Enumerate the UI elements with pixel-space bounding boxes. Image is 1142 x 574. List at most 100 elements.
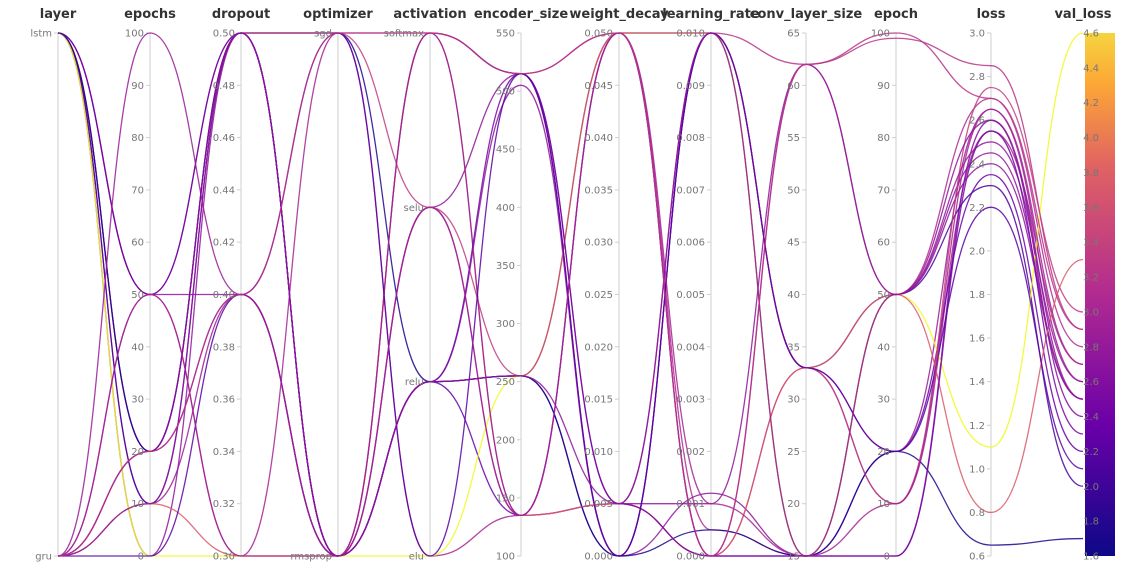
tick-label-val_loss: 4.6 (1083, 29, 1099, 40)
tick-label-loss: 2.4 (969, 159, 985, 170)
axis-title-layer: layer (40, 7, 77, 22)
tick-label-dropout: 0.38 (213, 342, 235, 353)
tick-label-learning_rate: 0.003 (676, 395, 705, 406)
tick-label-val_loss: 4.4 (1083, 63, 1099, 74)
tick-label-weight_decay: 0.035 (584, 185, 613, 196)
tick-label-weight_decay: 0.005 (584, 499, 613, 510)
tick-label-conv_layer_size: 60 (787, 81, 800, 92)
tick-label-weight_decay: 0.015 (584, 395, 613, 406)
tick-label-dropout: 0.48 (213, 81, 235, 92)
tick-label-epoch: 100 (871, 29, 890, 40)
tick-label-loss: 1.4 (969, 377, 985, 388)
run-line-1 (57, 32, 1084, 331)
tick-label-encoder_size: 400 (496, 203, 515, 214)
tick-label-conv_layer_size: 20 (787, 499, 800, 510)
tick-label-val_loss: 3.0 (1083, 307, 1099, 318)
tick-label-weight_decay: 0.050 (584, 29, 613, 40)
tick-label-conv_layer_size: 35 (787, 342, 800, 353)
tick-label-epochs: 30 (131, 395, 144, 406)
tick-label-encoder_size: 200 (496, 435, 515, 446)
tick-label-layer: lstm (30, 29, 52, 40)
tick-label-weight_decay: 0.020 (584, 342, 613, 353)
tick-label-learning_rate: 0.000 (676, 552, 705, 563)
tick-label-loss: 2.0 (969, 246, 985, 257)
tick-label-epoch: 40 (877, 342, 890, 353)
tick-label-val_loss: 1.6 (1083, 552, 1099, 563)
tick-label-dropout: 0.42 (213, 238, 235, 249)
tick-label-loss: 0.6 (969, 552, 985, 563)
tick-label-val_loss: 1.8 (1083, 517, 1099, 528)
tick-label-loss: 1.2 (969, 421, 985, 432)
tick-label-learning_rate: 0.010 (676, 29, 705, 40)
tick-label-encoder_size: 300 (496, 319, 515, 330)
tick-label-encoder_size: 450 (496, 145, 515, 156)
tick-label-learning_rate: 0.009 (676, 81, 705, 92)
tick-label-val_loss: 4.2 (1083, 98, 1099, 109)
tick-label-val_loss: 4.0 (1083, 133, 1099, 144)
tick-label-loss: 0.8 (969, 508, 985, 519)
axis-title-loss: loss (977, 7, 1006, 22)
run-line-18 (57, 32, 1084, 557)
tick-label-epochs: 90 (131, 81, 144, 92)
tick-label-epochs: 20 (131, 447, 144, 458)
axis-title-val_loss: val_loss (1054, 7, 1111, 22)
tick-label-conv_layer_size: 25 (787, 447, 800, 458)
tick-label-val_loss: 3.6 (1083, 203, 1099, 214)
run-line-17 (57, 32, 1084, 557)
tick-label-val_loss: 2.2 (1083, 447, 1099, 458)
tick-label-epoch: 50 (877, 290, 890, 301)
tick-label-epochs: 50 (131, 290, 144, 301)
tick-label-loss: 1.6 (969, 334, 985, 345)
tick-label-loss: 2.6 (969, 116, 985, 127)
tick-label-loss: 2.2 (969, 203, 985, 214)
axis-title-epochs: epochs (124, 7, 176, 22)
tick-label-dropout: 0.50 (213, 29, 235, 40)
tick-label-epochs: 80 (131, 133, 144, 144)
tick-label-loss: 2.8 (969, 72, 985, 83)
tick-label-dropout: 0.30 (213, 552, 235, 563)
axis-title-conv_layer_size: conv_layer_size (750, 7, 863, 22)
tick-label-val_loss: 2.4 (1083, 412, 1099, 423)
tick-label-loss: 1.0 (969, 464, 985, 475)
tick-label-weight_decay: 0.040 (584, 133, 613, 144)
tick-label-epoch: 10 (877, 499, 890, 510)
tick-label-epoch: 90 (877, 81, 890, 92)
tick-label-epoch: 0 (884, 552, 890, 563)
tick-label-epochs: 70 (131, 185, 144, 196)
tick-label-activation: relu (405, 377, 424, 388)
tick-label-encoder_size: 350 (496, 261, 515, 272)
tick-label-optimizer: sgd (314, 29, 332, 40)
tick-label-conv_layer_size: 65 (787, 29, 800, 40)
tick-label-val_loss: 3.2 (1083, 273, 1099, 284)
tick-label-encoder_size: 500 (496, 87, 515, 98)
tick-label-conv_layer_size: 50 (787, 185, 800, 196)
val-loss-colorbar (1085, 33, 1115, 556)
tick-label-epoch: 60 (877, 238, 890, 249)
axis-title-learning_rate: learning_rate (662, 7, 760, 22)
tick-label-epoch: 30 (877, 395, 890, 406)
tick-label-epoch: 70 (877, 185, 890, 196)
axis-title-optimizer: optimizer (303, 7, 373, 22)
axis-title-encoder_size: encoder_size (474, 7, 569, 22)
tick-label-loss: 1.8 (969, 290, 985, 301)
tick-label-encoder_size: 250 (496, 377, 515, 388)
tick-label-encoder_size: 150 (496, 493, 515, 504)
tick-label-dropout: 0.46 (213, 133, 235, 144)
tick-label-val_loss: 2.8 (1083, 342, 1099, 353)
axis-title-activation: activation (393, 7, 466, 22)
axis-title-epoch: epoch (874, 7, 918, 22)
tick-label-activation: softmax (384, 29, 424, 40)
tick-label-epochs: 0 (138, 552, 144, 563)
tick-label-val_loss: 2.0 (1083, 482, 1099, 493)
tick-label-learning_rate: 0.002 (676, 447, 705, 458)
tick-label-loss: 3.0 (969, 29, 985, 40)
axis-title-weight_decay: weight_decay (569, 7, 669, 22)
tick-label-conv_layer_size: 15 (787, 552, 800, 563)
tick-label-dropout: 0.32 (213, 499, 235, 510)
run-lines-layer (57, 32, 1084, 557)
labels-layer: layerlstmgruepochs1009080706050403020100… (30, 7, 1111, 563)
tick-label-conv_layer_size: 40 (787, 290, 800, 301)
tick-label-epochs: 10 (131, 499, 144, 510)
tick-label-learning_rate: 0.005 (676, 290, 705, 301)
